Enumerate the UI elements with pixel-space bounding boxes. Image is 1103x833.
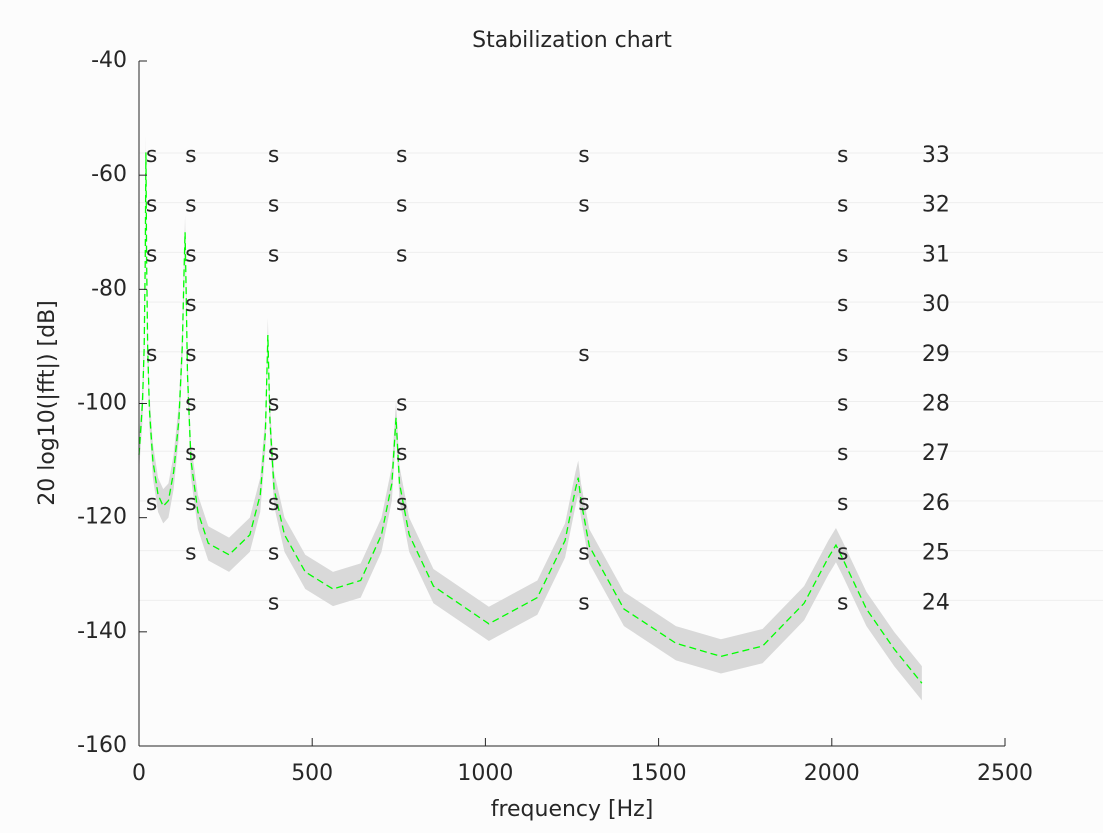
stable-pole: s	[837, 292, 848, 317]
stable-pole: s	[268, 391, 279, 416]
stable-pole: s	[837, 391, 848, 416]
stable-pole: s	[396, 143, 407, 168]
y-tick-label: -80	[91, 276, 127, 301]
x-tick-label: 1000	[457, 761, 513, 786]
order-label: 28	[922, 391, 950, 416]
y-tick-label: -100	[77, 391, 127, 416]
order-label: 31	[922, 242, 950, 267]
stable-pole: s	[837, 342, 848, 367]
fft-mean-line	[138, 152, 923, 684]
x-tick-label: 0	[132, 761, 146, 786]
stable-pole: s	[185, 342, 196, 367]
order-label: 32	[922, 193, 950, 218]
x-tick-label: 2000	[804, 761, 860, 786]
y-tick-label: -40	[91, 48, 127, 73]
order-label: 29	[922, 342, 950, 367]
stable-pole: s	[185, 441, 196, 466]
stable-pole: s	[185, 391, 196, 416]
stable-pole: s	[837, 441, 848, 466]
stable-pole: s	[185, 242, 196, 267]
x-tick-label: 1500	[631, 761, 687, 786]
y-tick-label: -160	[77, 733, 127, 758]
stable-pole: s	[268, 242, 279, 267]
x-tick-label: 500	[291, 761, 333, 786]
stable-pole: s	[185, 143, 196, 168]
stable-pole: s	[185, 292, 196, 317]
stable-pole: s	[837, 193, 848, 218]
stable-pole: s	[146, 242, 157, 267]
stable-pole: s	[578, 193, 589, 218]
order-label: 30	[922, 292, 950, 317]
stable-pole: s	[837, 491, 848, 516]
stable-pole: s	[578, 491, 589, 516]
stable-pole: s	[185, 193, 196, 218]
x-tick-label: 2500	[977, 761, 1033, 786]
order-label: 33	[922, 143, 950, 168]
stable-pole: s	[268, 590, 279, 615]
stable-pole: s	[578, 590, 589, 615]
stable-pole: s	[578, 143, 589, 168]
stable-pole: s	[396, 491, 407, 516]
y-tick-label: -140	[77, 619, 127, 644]
stable-pole: s	[396, 391, 407, 416]
stable-pole: s	[578, 541, 589, 566]
stable-pole: s	[268, 541, 279, 566]
chart-title: Stabilization chart	[472, 28, 672, 53]
stable-pole: s	[268, 441, 279, 466]
stable-pole: s	[146, 193, 157, 218]
stable-pole: s	[837, 541, 848, 566]
y-tick-label: -120	[77, 505, 127, 530]
stable-pole: s	[185, 541, 196, 566]
x-axis-label: frequency [Hz]	[491, 797, 654, 822]
stable-pole: s	[268, 143, 279, 168]
fft-band	[139, 135, 922, 701]
stable-pole: s	[396, 441, 407, 466]
stable-pole: s	[146, 342, 157, 367]
stable-pole: s	[578, 342, 589, 367]
stable-pole: s	[396, 193, 407, 218]
order-label: 27	[922, 441, 950, 466]
stable-pole: s	[185, 491, 196, 516]
stable-pole: s	[268, 193, 279, 218]
y-axis-label: 20 log10(|fft|) [dB]	[35, 300, 60, 506]
y-tick-label: -60	[91, 162, 127, 187]
stable-pole: s	[837, 590, 848, 615]
order-label: 25	[922, 541, 950, 566]
stable-pole: s	[268, 491, 279, 516]
stable-pole: s	[396, 242, 407, 267]
stable-pole: s	[837, 242, 848, 267]
stable-pole: s	[146, 491, 157, 516]
order-label: 26	[922, 491, 950, 516]
stable-pole: s	[146, 143, 157, 168]
order-label: 24	[922, 590, 950, 615]
stable-pole: s	[837, 143, 848, 168]
